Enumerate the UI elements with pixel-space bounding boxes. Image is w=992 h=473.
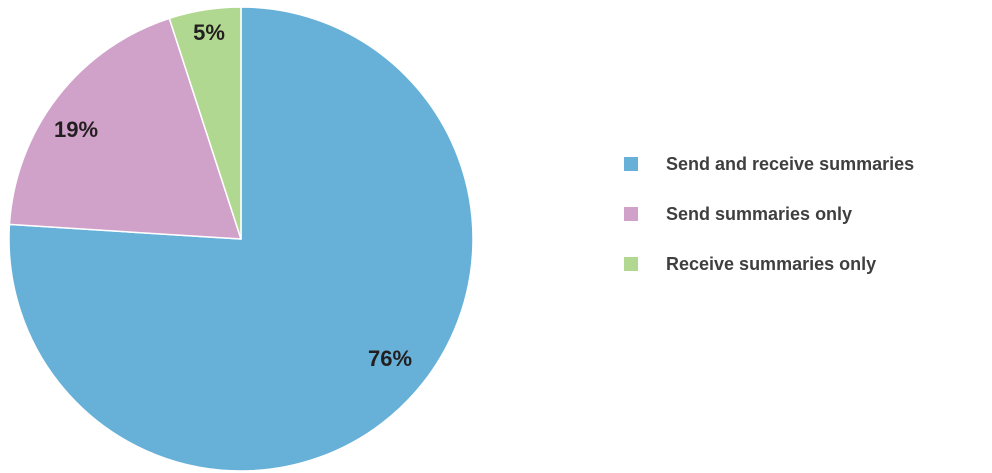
legend-item-2: Send summaries only bbox=[624, 202, 992, 226]
pie-slice-3 bbox=[168, 6, 242, 240]
pie-value-label-1: 76% bbox=[368, 346, 412, 371]
legend-label-2: Send summaries only bbox=[666, 203, 853, 224]
legend-swatch-2 bbox=[624, 207, 638, 221]
legend-item-3: Receive summaries only bbox=[624, 252, 992, 276]
pie-slices bbox=[8, 6, 474, 472]
pie-slice-2 bbox=[8, 17, 242, 240]
legend-swatch-3 bbox=[624, 257, 638, 271]
legend-label-3: Receive summaries only bbox=[666, 253, 877, 274]
legend-label-1: Send and receive summaries bbox=[666, 153, 915, 174]
chart-legend: Send and receive summaries Send summaries… bbox=[624, 152, 992, 302]
pie-value-label-2: 19% bbox=[54, 117, 98, 142]
pie-value-label-3: 5% bbox=[193, 20, 225, 45]
legend-swatch-1 bbox=[624, 157, 638, 171]
pie-value-labels: 76% 19% 5% bbox=[54, 20, 412, 371]
legend-item-1: Send and receive summaries bbox=[624, 152, 992, 176]
